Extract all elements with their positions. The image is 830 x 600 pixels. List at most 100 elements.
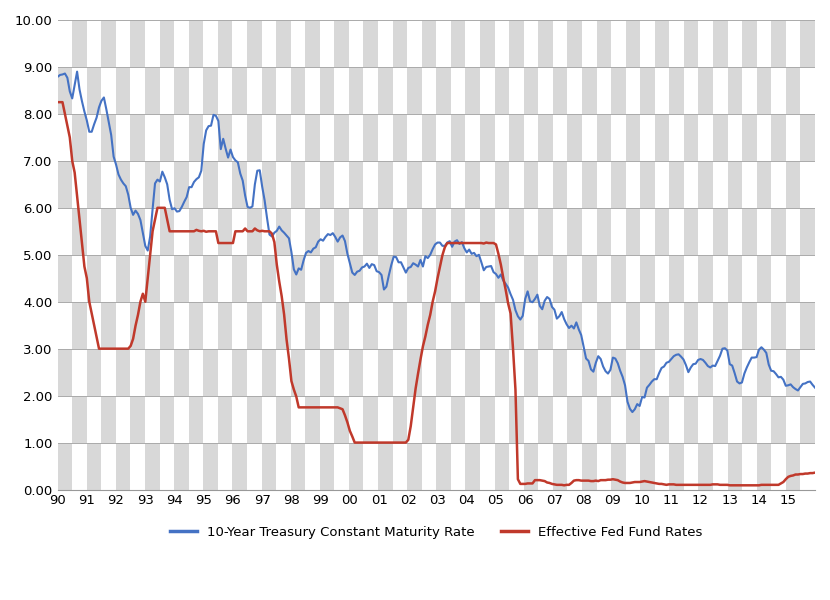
Bar xyxy=(495,395,509,443)
Bar xyxy=(101,161,116,208)
Bar xyxy=(568,443,582,490)
Bar xyxy=(626,349,640,395)
Bar xyxy=(320,114,334,161)
Bar xyxy=(305,114,320,161)
Bar xyxy=(684,208,699,255)
Bar xyxy=(597,161,611,208)
Bar xyxy=(728,114,742,161)
Bar xyxy=(203,443,217,490)
Bar xyxy=(364,349,378,395)
Bar xyxy=(334,443,349,490)
Bar xyxy=(378,208,393,255)
Bar xyxy=(669,395,684,443)
Bar xyxy=(713,443,728,490)
Bar xyxy=(145,114,159,161)
Bar xyxy=(378,161,393,208)
Bar xyxy=(422,67,437,114)
Bar xyxy=(466,161,480,208)
Bar xyxy=(742,161,757,208)
Bar xyxy=(539,67,553,114)
Bar xyxy=(130,395,145,443)
Bar xyxy=(217,208,232,255)
Bar xyxy=(247,161,261,208)
Bar xyxy=(217,443,232,490)
Bar xyxy=(524,114,539,161)
Bar xyxy=(728,20,742,67)
Bar xyxy=(480,114,495,161)
Bar xyxy=(247,208,261,255)
Bar xyxy=(72,443,87,490)
Bar xyxy=(539,349,553,395)
Bar xyxy=(800,349,815,395)
Bar xyxy=(611,161,626,208)
Bar xyxy=(232,395,247,443)
Bar xyxy=(728,255,742,302)
Bar xyxy=(655,208,669,255)
Bar xyxy=(524,302,539,349)
Bar xyxy=(57,208,72,255)
Bar xyxy=(378,255,393,302)
Bar xyxy=(568,395,582,443)
Bar xyxy=(437,67,451,114)
Bar xyxy=(393,67,408,114)
Bar xyxy=(757,395,771,443)
Bar xyxy=(771,349,786,395)
Bar xyxy=(466,20,480,67)
Bar xyxy=(378,443,393,490)
Bar xyxy=(422,208,437,255)
Bar xyxy=(669,302,684,349)
Bar xyxy=(466,349,480,395)
Bar xyxy=(130,443,145,490)
Bar xyxy=(466,67,480,114)
Bar xyxy=(597,349,611,395)
Bar xyxy=(320,443,334,490)
Bar xyxy=(451,208,466,255)
Bar xyxy=(217,302,232,349)
Bar xyxy=(393,114,408,161)
Bar xyxy=(699,395,713,443)
Bar xyxy=(495,443,509,490)
Bar xyxy=(495,20,509,67)
Bar xyxy=(771,161,786,208)
Bar xyxy=(72,161,87,208)
Bar xyxy=(582,161,597,208)
Bar xyxy=(597,302,611,349)
Bar xyxy=(786,255,800,302)
Bar xyxy=(699,302,713,349)
Bar xyxy=(217,20,232,67)
Bar xyxy=(655,349,669,395)
Bar xyxy=(349,114,364,161)
Bar xyxy=(786,20,800,67)
Bar xyxy=(597,20,611,67)
Bar xyxy=(626,302,640,349)
Bar xyxy=(72,208,87,255)
Bar xyxy=(87,443,101,490)
Bar xyxy=(786,349,800,395)
Bar xyxy=(713,67,728,114)
Bar xyxy=(640,114,655,161)
Bar xyxy=(437,302,451,349)
Bar xyxy=(130,20,145,67)
Bar xyxy=(305,20,320,67)
Bar xyxy=(451,114,466,161)
Bar xyxy=(728,349,742,395)
Bar xyxy=(524,161,539,208)
Bar xyxy=(786,443,800,490)
Bar xyxy=(261,395,276,443)
Bar xyxy=(699,443,713,490)
Bar xyxy=(466,114,480,161)
Bar xyxy=(422,395,437,443)
Bar xyxy=(611,395,626,443)
Bar xyxy=(364,114,378,161)
Bar xyxy=(480,161,495,208)
Bar xyxy=(669,443,684,490)
Bar xyxy=(305,67,320,114)
Bar xyxy=(626,443,640,490)
Bar xyxy=(742,443,757,490)
Bar xyxy=(742,20,757,67)
Bar xyxy=(290,208,305,255)
Bar xyxy=(116,395,130,443)
Bar xyxy=(669,255,684,302)
Bar xyxy=(393,20,408,67)
Bar xyxy=(247,302,261,349)
